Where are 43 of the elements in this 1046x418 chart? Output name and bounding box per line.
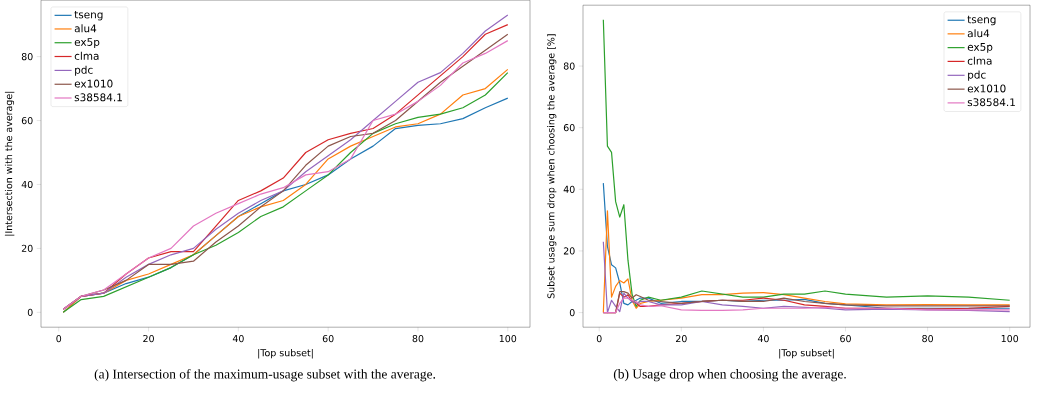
y-tick-label: 20: [21, 244, 33, 252]
y-tick-label: 80: [563, 62, 575, 70]
legend-label: pdc: [75, 65, 93, 76]
y-tick-label: 60: [563, 124, 575, 132]
legend-label: clma: [74, 51, 99, 60]
x-tick-label: 20: [143, 334, 154, 343]
legend-label: alu4: [74, 24, 97, 33]
legend-label: alu4: [967, 29, 990, 38]
x-tick-label: 20: [675, 334, 687, 343]
legend-label: s38584.1: [967, 98, 1015, 107]
legend-label: tseng: [74, 10, 103, 21]
x-tick-label: 60: [322, 334, 334, 343]
legend-label: ex5p: [967, 42, 993, 53]
y-tick-label: 0: [27, 308, 33, 316]
y-tick-label: 60: [21, 116, 33, 125]
x-tick-label: 80: [412, 334, 424, 343]
x-tick-label: 100: [499, 334, 517, 343]
line-series: [602, 210, 1011, 314]
x-tick-label: 40: [757, 334, 769, 343]
text: (a) Intersection of the maximum-usage subset with the average.: [94, 368, 436, 382]
text: (b) Usage drop when choosing the average.: [613, 369, 846, 382]
y-tick-label: 0: [569, 308, 575, 317]
legend-label: s38584.1: [74, 93, 122, 102]
y-tick-label: 80: [21, 52, 33, 61]
legend-label: ex5p: [74, 38, 100, 48]
x-tick-label: 100: [1001, 334, 1019, 343]
x-axis-title: |Top subset|: [779, 348, 834, 359]
y-tick-label: 20: [563, 247, 575, 255]
legend-label: pdc: [968, 70, 986, 81]
y-axis-title: |Intersection with the average|: [4, 91, 15, 236]
y-tick-label: 40: [563, 185, 575, 193]
x-axis-title: |Top subset|: [258, 348, 313, 359]
x-tick-label: 0: [596, 334, 602, 343]
y-tick-label: 40: [21, 180, 33, 188]
y-axis-title: Subset usage sum drop when choosing the average [%]: [547, 34, 557, 299]
x-tick-label: 40: [232, 334, 244, 343]
x-tick-label: 60: [840, 334, 851, 343]
x-tick-label: 80: [922, 334, 933, 343]
legend-label: tseng: [967, 15, 996, 26]
legend-label: ex1010: [967, 84, 1006, 93]
x-tick-label: 0: [56, 334, 62, 343]
legend-label: ex1010: [74, 79, 113, 88]
legend-label: clma: [967, 56, 992, 65]
